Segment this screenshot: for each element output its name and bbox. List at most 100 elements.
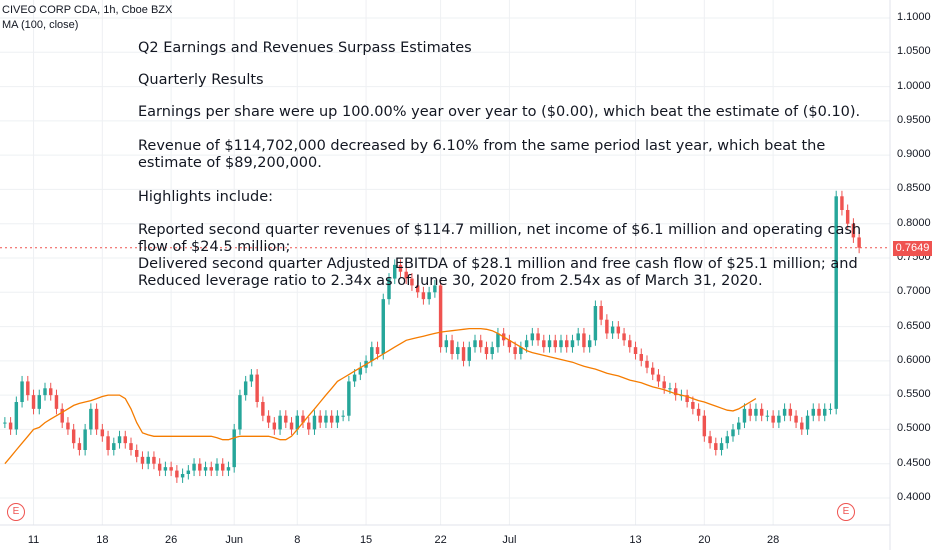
candle-body xyxy=(140,456,145,464)
candle-body xyxy=(203,467,208,471)
candle-body xyxy=(410,278,414,286)
candle-body xyxy=(456,347,460,354)
candle-body xyxy=(261,402,265,416)
candle-body xyxy=(444,340,449,348)
note-eps: Earnings per share were up 100.00% year … xyxy=(138,104,861,120)
price-tick-label: 0.9500 xyxy=(897,113,931,126)
candle-body xyxy=(278,415,282,430)
candle-body xyxy=(490,347,494,354)
candle-body xyxy=(782,408,787,416)
candle-body xyxy=(605,319,609,334)
note-revenue-1: Revenue of $114,702,000 decreased by 6.1… xyxy=(138,138,826,154)
candle-body xyxy=(43,388,47,396)
candle-body xyxy=(433,285,437,293)
price-tick-label: 0.5000 xyxy=(897,422,931,435)
candle-body xyxy=(524,340,529,348)
candle-body xyxy=(180,474,185,478)
price-tick-label: 1.0500 xyxy=(897,45,931,58)
candle-body xyxy=(215,463,219,471)
time-tick-label: 22 xyxy=(434,534,447,546)
candle-body xyxy=(673,388,678,396)
candle-body xyxy=(530,333,535,341)
candle-body xyxy=(811,408,815,416)
candle-body xyxy=(828,408,833,410)
candle-body xyxy=(37,395,41,409)
candle-body xyxy=(857,237,861,248)
chart-grid xyxy=(0,0,890,525)
candle-body xyxy=(163,467,168,471)
candle-body xyxy=(370,347,374,361)
candle-body xyxy=(226,467,231,471)
candle-body xyxy=(198,463,202,471)
candle-body xyxy=(94,408,99,430)
candle-body xyxy=(834,196,838,409)
price-tick-label: 0.5500 xyxy=(897,388,931,401)
price-tick-label: 0.4000 xyxy=(897,491,931,503)
note-highlight-3: Reduced leverage ratio to 2.34x as of Ju… xyxy=(138,273,763,289)
candle-body xyxy=(3,422,7,424)
candle-body xyxy=(668,388,672,390)
candle-body xyxy=(771,415,775,423)
candle-body xyxy=(100,429,105,437)
candle-body xyxy=(393,264,397,279)
candle-body xyxy=(135,450,139,457)
candle-body xyxy=(209,467,213,471)
candle-body xyxy=(759,408,764,416)
candle-body xyxy=(536,333,540,341)
price-tick-label: 0.9000 xyxy=(897,148,931,161)
candle-body xyxy=(633,347,638,354)
earnings-event-marker[interactable]: E xyxy=(7,503,25,521)
price-tick-label: 0.8000 xyxy=(897,216,931,229)
candle-body xyxy=(129,443,133,450)
candle-body xyxy=(83,429,87,450)
candle-body xyxy=(117,436,122,444)
candle-body xyxy=(794,415,798,423)
candle-body xyxy=(851,223,856,238)
candle-body xyxy=(622,333,626,341)
candle-body xyxy=(645,360,649,368)
candle-body xyxy=(358,367,363,375)
candle-body xyxy=(295,415,299,430)
candle-body xyxy=(765,415,770,417)
candle-body xyxy=(823,408,827,416)
candle-body xyxy=(754,408,758,416)
candle-body xyxy=(708,436,712,444)
candle-body xyxy=(805,415,810,430)
candle-body xyxy=(513,347,517,354)
candle-body xyxy=(777,415,781,423)
candle-body xyxy=(565,340,569,348)
symbol-legend[interactable]: CIVEO CORP CDA, 1h, Cboe BZX xyxy=(2,4,173,16)
candle-body xyxy=(593,306,598,341)
time-tick-label: Jul xyxy=(502,534,517,546)
candle-body xyxy=(702,415,707,437)
candle-body xyxy=(817,408,821,416)
candle-body xyxy=(249,374,254,382)
candle-body xyxy=(54,395,59,409)
candle-body xyxy=(324,415,328,423)
candle-body xyxy=(542,340,546,348)
candle-body xyxy=(71,429,76,444)
candle-body xyxy=(547,340,552,348)
candle-body xyxy=(192,463,196,471)
candle-body xyxy=(112,443,116,450)
candle-body xyxy=(473,340,477,348)
price-tick-label: 0.7000 xyxy=(897,285,931,298)
candle-body xyxy=(570,340,575,348)
indicator-legend[interactable]: MA (100, close) xyxy=(2,19,79,31)
candle-body xyxy=(352,374,357,382)
candle-body xyxy=(714,443,718,450)
candle-body xyxy=(301,415,305,423)
moving-average-line xyxy=(4,327,757,465)
candle-body xyxy=(845,210,850,224)
candle-body xyxy=(519,347,523,354)
candle-body xyxy=(318,415,322,423)
candle-body xyxy=(576,333,580,341)
candle-body xyxy=(427,292,431,300)
candle-body xyxy=(255,374,259,402)
earnings-event-marker[interactable]: E xyxy=(837,503,855,521)
time-tick-label: 26 xyxy=(165,534,178,546)
candle-body xyxy=(662,381,666,389)
note-highlights-heading: Highlights include: xyxy=(138,189,274,205)
candle-body xyxy=(748,408,752,416)
